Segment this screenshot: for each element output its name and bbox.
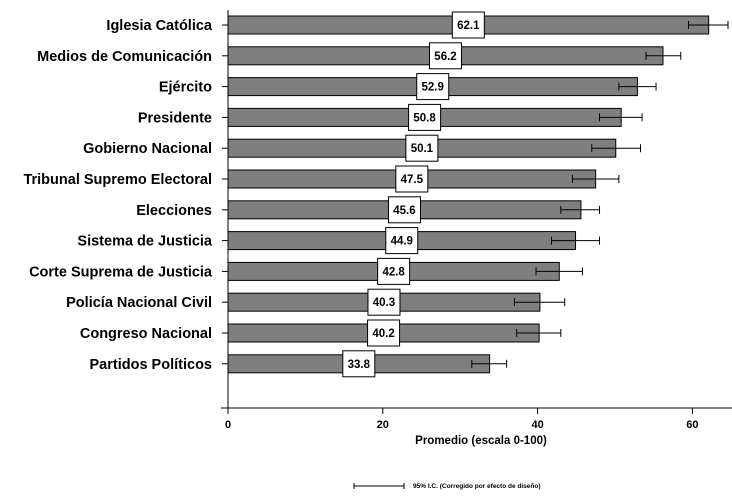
category-label: Congreso Nacional [80,326,212,342]
x-ticks-layer: 0 20 40 60 [225,408,699,431]
data-label-box [428,42,462,70]
category-label: Gobierno Nacional [83,141,212,157]
data-label: 50.8 [413,112,436,124]
data-label: 47.5 [401,174,424,186]
category-label: Tribunal Supremo Electoral [23,172,212,188]
data-label-box [377,257,411,285]
x-tick-label: 60 [686,419,698,431]
axes-layer: 0 20 40 60 Promedio (escala 0-100) [221,10,732,447]
category-labels-layer: Iglesia Católica Medios de Comunicación Ej… [23,18,228,373]
data-label: 40.2 [372,328,394,340]
data-label: 62.1 [457,20,480,32]
data-label-box [408,103,442,131]
data-label: 42.8 [382,266,405,278]
data-label: 52.9 [422,82,444,94]
x-tick-label: 40 [531,419,543,431]
bars-layer [227,15,710,374]
category-label: Sistema de Justicia [77,234,213,250]
data-label: 45.6 [393,205,415,217]
legend-label: 95% I.C. (Corregido por efecto de diseño… [413,483,541,490]
x-tick-label: 20 [377,419,389,431]
category-label: Medios de Comunicación [37,49,212,65]
data-label-box [367,319,401,347]
category-label: Iglesia Católica [106,18,213,34]
data-label-box [385,227,419,255]
error-bars-layer [471,21,729,368]
data-labels-layer: 62.1 56.2 52.9 50.8 50.1 47.5 45.6 44.9 42.8 40.3… [342,11,485,378]
x-axis-title: Promedio (escala 0-100) [415,435,547,447]
data-label: 40.3 [373,297,395,309]
data-label-box [405,134,439,162]
category-label: Corte Suprema de Justicia [29,264,213,280]
category-label: Policía Nacional Civil [66,295,212,311]
data-label-box [451,11,485,39]
data-label-box [395,165,429,193]
data-label-box [342,350,376,378]
category-label: Presidente [138,110,212,126]
data-label-box [387,196,421,224]
data-label-box [367,288,401,316]
data-label: 56.2 [434,51,456,63]
data-label: 50.1 [411,143,434,155]
x-tick-label: 0 [225,419,231,431]
category-label: Elecciones [136,203,212,219]
data-label: 44.9 [391,236,413,248]
category-label: Partidos Políticos [90,357,212,373]
category-label: Ejército [159,80,212,96]
data-label-box [416,73,450,101]
legend: 95% I.C. (Corregido por efecto de diseño… [353,483,541,490]
data-label: 33.8 [348,359,371,371]
